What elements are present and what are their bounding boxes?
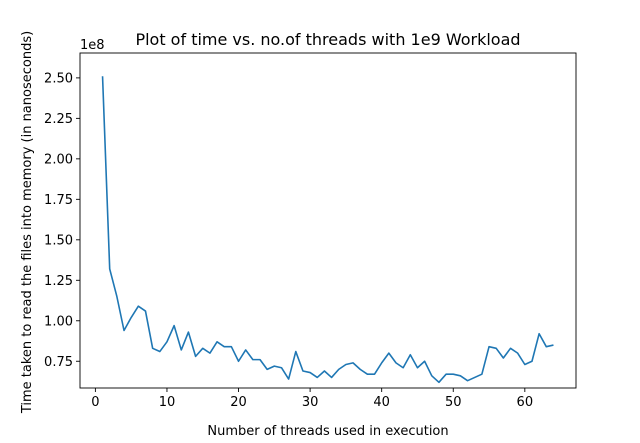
y-tick-label: 0.75 [44, 355, 73, 370]
y-tick-label: 2.50 [44, 71, 73, 86]
y-tick-label: 1.50 [44, 233, 73, 248]
x-tick-label: 60 [517, 395, 534, 410]
plot-area: 0 10 20 30 40 50 60 0.75 1.00 1.25 1.50 1.75 2.00 2.2… [44, 52, 577, 410]
y-tick-label: 1.00 [44, 314, 73, 329]
chart-title: Plot of time vs. no.of threads with 1e9 … [135, 30, 520, 49]
y-axis-label: Time taken to read the files into memory… [20, 31, 35, 414]
x-tick-label: 50 [445, 395, 462, 410]
x-tick-label: 40 [373, 395, 390, 410]
y-offset-label: 1e8 [80, 38, 105, 53]
series-line [101, 76, 554, 384]
y-tick-label: 2.25 [44, 112, 73, 127]
x-tick-label: 30 [302, 395, 319, 410]
x-tick-label: 20 [230, 395, 247, 410]
axes-frame [79, 52, 577, 389]
y-tick-label: 1.25 [44, 274, 73, 289]
x-tick-label: 0 [91, 395, 99, 410]
x-tick-label: 10 [159, 395, 176, 410]
x-axis-label: Number of threads used in execution [207, 424, 448, 439]
y-tick-label: 1.75 [44, 193, 73, 208]
y-tick-label: 2.00 [44, 152, 73, 167]
